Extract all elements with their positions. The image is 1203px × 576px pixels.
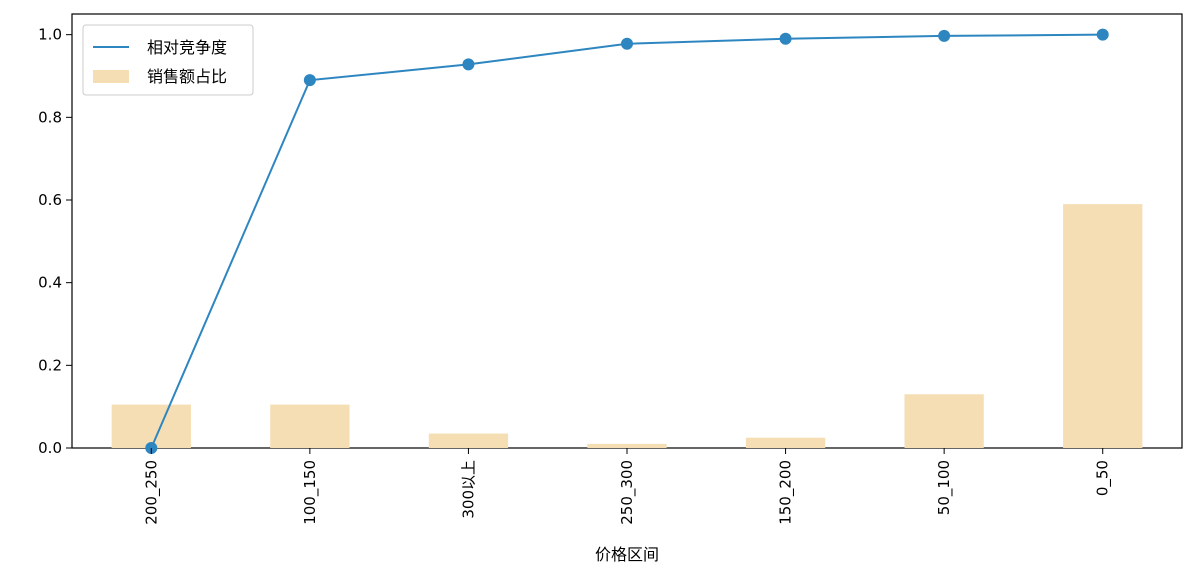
x-tick-label: 200_250 bbox=[142, 460, 161, 525]
legend-bar-swatch bbox=[93, 70, 129, 83]
legend: 相对竞争度 销售额占比 bbox=[82, 24, 254, 96]
x-tick-label: 300以上 bbox=[459, 460, 477, 519]
bar-200_250 bbox=[111, 404, 191, 448]
y-tick-label: 0.4 bbox=[38, 274, 62, 292]
line-series bbox=[145, 28, 1109, 454]
y-tick-label: 0.8 bbox=[38, 108, 62, 126]
x-tick-label: 150_200 bbox=[777, 460, 796, 525]
legend-line-label: 相对竞争度 bbox=[147, 38, 227, 57]
y-tick-label: 0.0 bbox=[38, 439, 62, 457]
bar-0_50 bbox=[1063, 204, 1143, 448]
bar-series bbox=[111, 204, 1143, 448]
y-tick-label: 0.2 bbox=[38, 356, 62, 374]
x-tick-label: 0_50 bbox=[1094, 460, 1113, 496]
legend-bar-label: 销售额占比 bbox=[147, 67, 227, 86]
bar-150_200 bbox=[745, 437, 826, 448]
x-axis-title: 价格区间 bbox=[595, 545, 659, 564]
bar-250_300 bbox=[587, 443, 667, 448]
point-100_150 bbox=[303, 74, 316, 87]
x-tick-label: 50_100 bbox=[935, 460, 954, 515]
point-300以上 bbox=[462, 58, 475, 71]
bar-50_100 bbox=[904, 394, 984, 448]
bar-300以上 bbox=[428, 433, 509, 448]
y-axis: 0.0 0.2 0.4 0.6 0.8 1.0 bbox=[38, 26, 72, 457]
point-0_50 bbox=[1096, 28, 1109, 41]
bar-100_150 bbox=[270, 404, 350, 448]
plot-area bbox=[71, 13, 1183, 449]
y-tick-label: 1.0 bbox=[38, 26, 62, 44]
x-tick-label: 250_300 bbox=[618, 460, 637, 525]
x-axis: 200_250 100_150 300以上 250_300 150_200 50_100 0… bbox=[142, 448, 1113, 525]
point-50_100 bbox=[938, 29, 951, 42]
point-150_200 bbox=[779, 32, 792, 45]
x-tick-label: 100_150 bbox=[301, 460, 320, 525]
y-tick-label: 0.6 bbox=[38, 191, 62, 209]
point-250_300 bbox=[621, 37, 633, 50]
